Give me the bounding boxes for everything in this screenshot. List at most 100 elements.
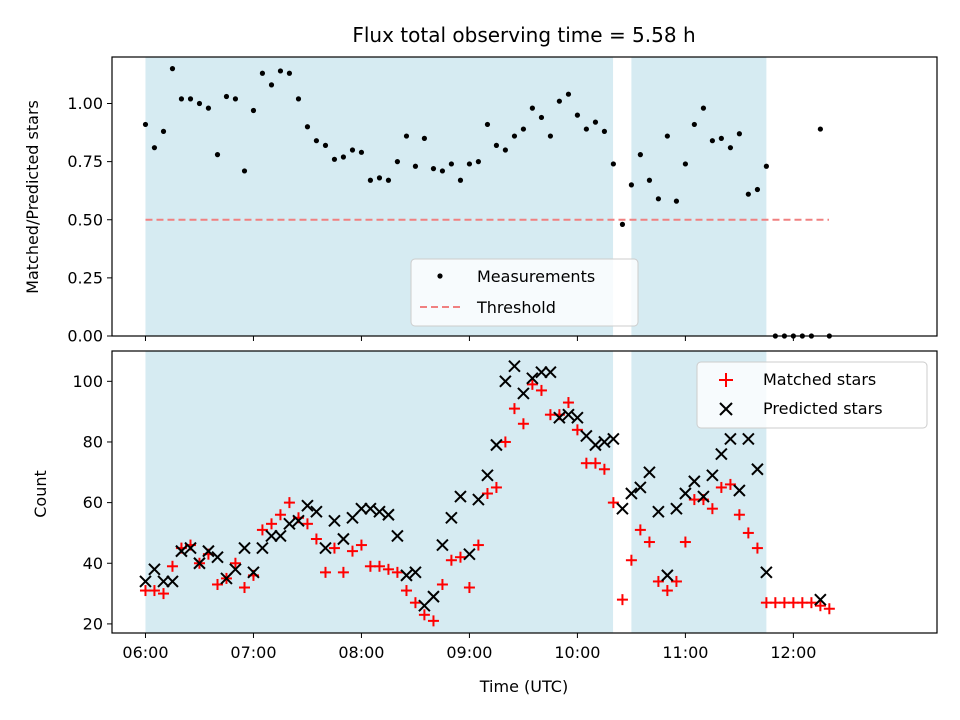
matched-point bbox=[328, 542, 340, 554]
top-legend: Measurements Threshold bbox=[410, 258, 639, 327]
predicted-point bbox=[670, 502, 683, 515]
observing-span bbox=[145, 351, 614, 633]
predicted-point bbox=[454, 490, 467, 503]
matched-point bbox=[670, 575, 682, 587]
measurement-point bbox=[718, 135, 724, 141]
measurement-point bbox=[709, 138, 715, 144]
measurement-point bbox=[403, 133, 410, 139]
matched-point bbox=[490, 481, 502, 493]
matched-point bbox=[679, 536, 691, 548]
top-panel: 0.00 0.25 0.50 0.75 1.00 bbox=[67, 56, 938, 346]
predicted-point bbox=[490, 438, 503, 452]
predicted-point bbox=[157, 575, 170, 588]
measurement-point bbox=[682, 161, 688, 167]
plot-frame bbox=[111, 56, 938, 337]
predicted-point bbox=[445, 511, 458, 524]
predicted-point bbox=[679, 487, 692, 500]
x-tick-label: 09:00 bbox=[446, 643, 492, 662]
measurement-point bbox=[457, 177, 464, 183]
matched-point bbox=[733, 509, 745, 521]
measurement-point bbox=[745, 191, 751, 197]
matched-point bbox=[589, 457, 601, 469]
y-tick-label: 0.25 bbox=[67, 268, 103, 287]
predicted-point bbox=[148, 563, 161, 576]
matched-point bbox=[436, 578, 448, 590]
matched-point bbox=[283, 497, 295, 509]
matched-point bbox=[724, 478, 736, 490]
measurement-point bbox=[331, 156, 338, 162]
chart-title: Flux total observing time = 5.58 h bbox=[352, 23, 695, 47]
x-tick-label: 08:00 bbox=[338, 643, 384, 662]
measurement-point bbox=[268, 82, 275, 88]
matched-point bbox=[454, 551, 466, 563]
predicted-point bbox=[481, 469, 494, 482]
matched-point bbox=[256, 524, 268, 536]
measurement-point bbox=[763, 163, 769, 169]
matched-point bbox=[337, 566, 349, 578]
matched-point bbox=[661, 585, 673, 597]
y-tick-label: 20 bbox=[83, 614, 103, 633]
measurement-point bbox=[448, 161, 454, 167]
predicted-point bbox=[337, 532, 350, 546]
measurement-point bbox=[295, 96, 302, 102]
predicted-point bbox=[193, 557, 206, 570]
measurement-point bbox=[493, 142, 500, 148]
predicted-point bbox=[634, 481, 647, 494]
matched-point bbox=[562, 397, 574, 409]
predicted-point bbox=[742, 432, 755, 446]
measurement-point bbox=[502, 147, 508, 153]
x-tick-label: 12:00 bbox=[770, 643, 816, 662]
predicted-point bbox=[274, 529, 287, 543]
matched-point bbox=[238, 582, 250, 594]
predicted-point bbox=[400, 569, 413, 582]
predicted-point bbox=[463, 547, 476, 561]
measurement-point bbox=[286, 70, 293, 76]
matched-point bbox=[706, 503, 718, 515]
measurement-point bbox=[349, 147, 356, 153]
y-tick-label: 40 bbox=[83, 554, 103, 573]
matched-point bbox=[310, 533, 322, 545]
measurement-point bbox=[556, 98, 562, 104]
matched-point bbox=[526, 378, 538, 390]
measurement-point bbox=[619, 221, 626, 227]
bottom-panel: 20 40 60 80 100 06:00 07:00 08:00 09:00 10:00 11:0… bbox=[72, 350, 938, 662]
legend-label-predicted: Predicted stars bbox=[763, 399, 883, 418]
predicted-point bbox=[661, 569, 674, 582]
matched-point bbox=[472, 539, 484, 551]
predicted-point bbox=[535, 366, 548, 379]
measurement-point bbox=[475, 159, 481, 165]
predicted-point bbox=[256, 541, 269, 555]
predicted-point bbox=[310, 505, 323, 518]
matched-point bbox=[535, 384, 547, 396]
measurement-point bbox=[169, 66, 176, 72]
predicted-point bbox=[706, 469, 719, 482]
observing-span bbox=[631, 57, 767, 336]
predicted-point bbox=[211, 550, 224, 564]
matched-point bbox=[427, 615, 439, 627]
predicted-point bbox=[355, 502, 368, 515]
measurement-point bbox=[205, 105, 212, 111]
predicted-point bbox=[553, 411, 566, 424]
predicted-point bbox=[391, 529, 404, 543]
predicted-point bbox=[697, 490, 710, 503]
measurement-point bbox=[178, 96, 185, 102]
predicted-point bbox=[625, 487, 638, 500]
measurement-point bbox=[466, 161, 473, 167]
matched-point bbox=[481, 488, 493, 500]
x-tick-label: 11:00 bbox=[662, 643, 708, 662]
predicted-point bbox=[472, 493, 485, 506]
predicted-point bbox=[292, 514, 305, 528]
measurement-point bbox=[574, 112, 581, 118]
y-tick-label: 0.50 bbox=[67, 210, 103, 229]
measurement-point bbox=[232, 96, 239, 102]
matched-point bbox=[229, 557, 241, 569]
predicted-point bbox=[265, 529, 278, 543]
measurement-point bbox=[187, 96, 194, 102]
measurement-point bbox=[754, 186, 761, 193]
matched-point bbox=[805, 597, 817, 609]
legend-marker-measurements bbox=[437, 273, 443, 279]
predicted-point bbox=[760, 566, 773, 579]
matched-point bbox=[598, 463, 610, 475]
matched-point bbox=[373, 560, 385, 572]
matched-point bbox=[463, 582, 475, 594]
